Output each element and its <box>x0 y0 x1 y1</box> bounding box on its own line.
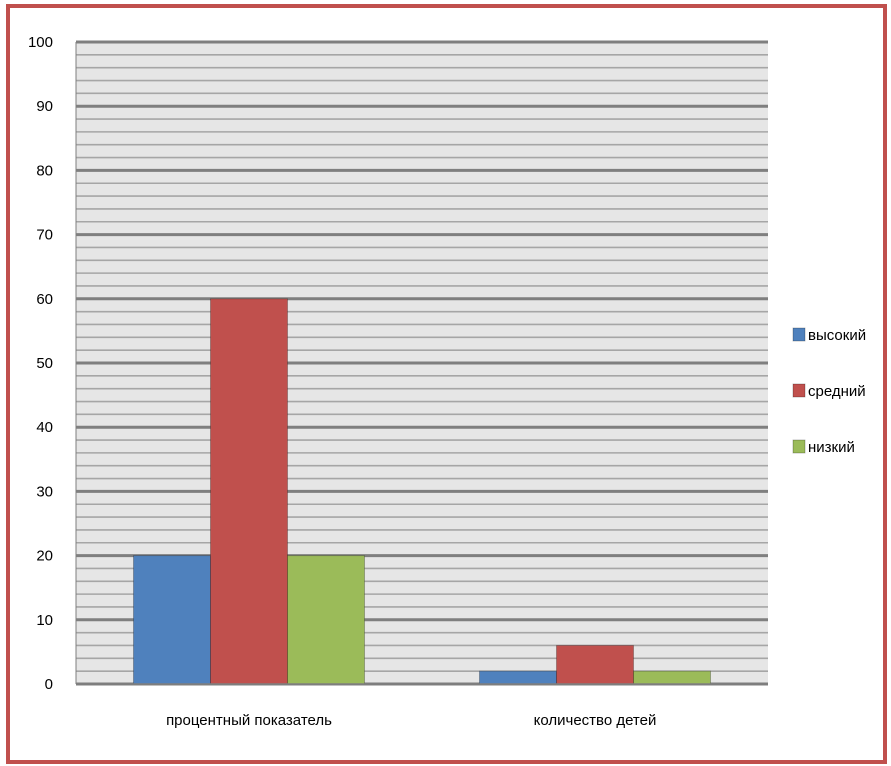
legend-label: средний <box>808 383 866 400</box>
x-axis: процентный показатель количество детей <box>76 684 768 729</box>
y-tick-label: 60 <box>36 291 53 308</box>
legend-swatch <box>793 384 805 397</box>
y-tick-label: 80 <box>36 162 53 179</box>
x-category-label: процентный показатель <box>166 712 332 729</box>
x-category-label: количество детей <box>534 712 657 729</box>
y-tick-label: 100 <box>28 34 53 51</box>
y-axis: 0 10 20 30 40 50 60 70 80 90 100 <box>28 34 76 693</box>
bar-средний-0 <box>211 299 288 684</box>
y-tick-label: 30 <box>36 483 53 500</box>
legend-swatch <box>793 328 805 341</box>
y-tick-label: 10 <box>36 612 53 629</box>
bar-низкий-1 <box>634 671 711 684</box>
y-tick-label: 40 <box>36 419 53 436</box>
legend-label: высокий <box>808 327 866 344</box>
chart: 0 10 20 30 40 50 60 70 80 90 100 процентный показа… <box>10 8 883 760</box>
y-tick-label: 70 <box>36 227 53 244</box>
bar-низкий-0 <box>288 556 365 684</box>
chart-frame: 0 10 20 30 40 50 60 70 80 90 100 процентный показа… <box>6 4 887 764</box>
y-tick-label: 90 <box>36 98 53 115</box>
y-tick-label: 20 <box>36 548 53 565</box>
legend-swatch <box>793 440 805 453</box>
legend-label: низкий <box>808 439 855 456</box>
y-tick-label: 0 <box>45 676 53 693</box>
bar-высокий-1 <box>480 671 557 684</box>
bar-высокий-0 <box>134 556 211 684</box>
legend: высокий средний низкий <box>793 327 866 456</box>
bar-средний-1 <box>557 645 634 684</box>
y-tick-label: 50 <box>36 355 53 372</box>
